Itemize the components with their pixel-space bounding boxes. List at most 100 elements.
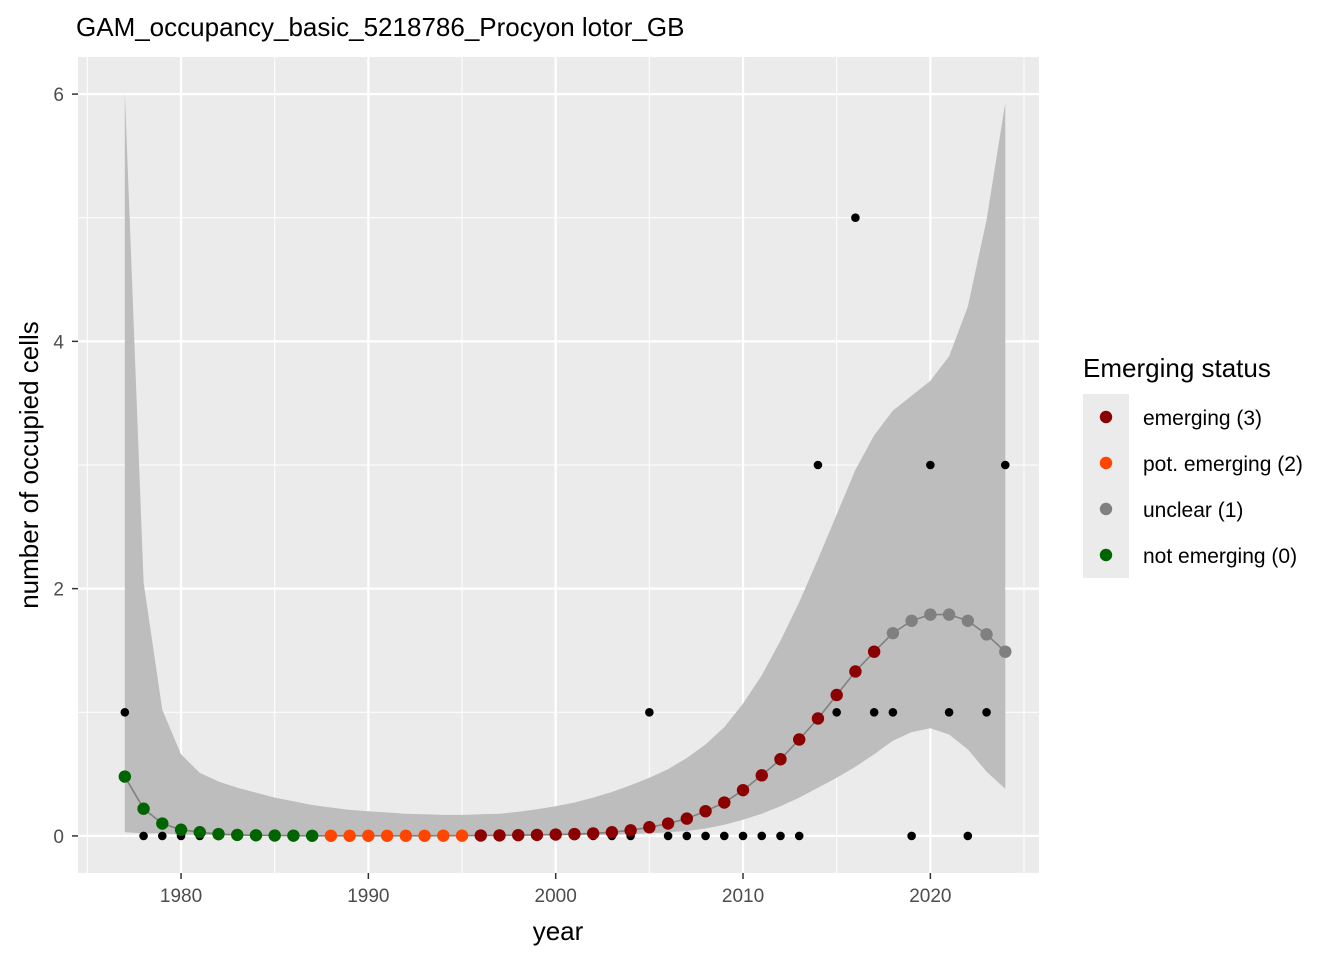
fitted-point bbox=[924, 608, 937, 621]
fitted-point bbox=[512, 828, 525, 842]
legend-label: not emerging (0) bbox=[1143, 545, 1297, 568]
observed-point bbox=[963, 831, 973, 841]
fitted-point bbox=[905, 614, 918, 627]
fitted-point bbox=[643, 821, 656, 834]
observed-point bbox=[757, 831, 767, 841]
fitted-point bbox=[718, 796, 731, 809]
x-tick-label: 2020 bbox=[909, 886, 951, 907]
fitted-point bbox=[287, 829, 300, 842]
fitted-point bbox=[231, 828, 244, 842]
y-axis: 0 2 4 6 bbox=[53, 85, 78, 848]
observed-point bbox=[157, 831, 167, 841]
fitted-point bbox=[755, 769, 768, 782]
fitted-point bbox=[530, 828, 544, 842]
observed-point bbox=[719, 831, 729, 841]
fitted-point bbox=[193, 826, 206, 839]
fitted-point bbox=[886, 626, 900, 640]
observed-point bbox=[776, 831, 785, 841]
fitted-point bbox=[586, 827, 600, 840]
chart-title: GAM_occupancy_basic_5218786_Procyon loto… bbox=[76, 12, 685, 42]
fitted-points bbox=[118, 608, 1012, 842]
observed-point bbox=[794, 831, 804, 841]
x-axis: 1980 1990 2000 2010 2020 bbox=[160, 873, 951, 907]
fitted-point bbox=[212, 827, 225, 841]
fitted-point bbox=[605, 826, 619, 839]
observed-point bbox=[701, 831, 710, 841]
fitted-point bbox=[418, 829, 431, 842]
fitted-point bbox=[680, 812, 694, 825]
fitted-point bbox=[568, 827, 581, 841]
fitted-point bbox=[736, 783, 750, 797]
observed-point bbox=[851, 213, 860, 223]
fitted-point bbox=[830, 688, 843, 702]
observed-point bbox=[888, 707, 898, 717]
fitted-point bbox=[811, 712, 825, 725]
fitted-point bbox=[362, 829, 375, 842]
y-tick-label: 6 bbox=[53, 85, 64, 106]
fitted-point bbox=[549, 828, 562, 841]
observed-point bbox=[832, 707, 841, 717]
fitted-point bbox=[661, 817, 675, 830]
observed-point bbox=[926, 460, 935, 470]
x-tick-label: 1990 bbox=[347, 886, 389, 907]
fitted-point bbox=[324, 829, 338, 842]
legend-label: emerging (3) bbox=[1143, 407, 1262, 430]
legend-label: unclear (1) bbox=[1143, 499, 1243, 522]
fitted-point bbox=[305, 829, 319, 842]
fitted-point bbox=[156, 817, 169, 830]
x-tick-label: 1980 bbox=[160, 886, 202, 907]
fitted-point bbox=[793, 733, 806, 746]
fitted-point bbox=[942, 608, 956, 621]
fitted-point bbox=[455, 829, 469, 842]
fitted-point bbox=[980, 628, 993, 641]
fitted-point bbox=[999, 645, 1012, 658]
observed-point bbox=[682, 831, 692, 841]
fitted-point bbox=[249, 829, 263, 842]
confidence-ribbon bbox=[124, 91, 1006, 836]
legend-key bbox=[1099, 456, 1113, 470]
legend-key bbox=[1099, 502, 1113, 516]
x-axis-title: year bbox=[533, 916, 584, 946]
y-tick-label: 2 bbox=[53, 580, 64, 601]
legend-title: Emerging status bbox=[1083, 353, 1271, 383]
legend-label: pot. emerging (2) bbox=[1143, 453, 1303, 476]
fitted-point bbox=[380, 829, 394, 842]
observed-point bbox=[813, 460, 823, 470]
legend-entries: emerging (3) pot. emerging (2) unclear (1)… bbox=[1099, 407, 1303, 568]
observed-point bbox=[738, 831, 748, 841]
fitted-point bbox=[849, 665, 862, 678]
fitted-point bbox=[493, 829, 506, 842]
fitted-point bbox=[118, 770, 132, 783]
observed-point bbox=[645, 707, 654, 717]
fitted-point bbox=[774, 753, 787, 766]
observed-point bbox=[907, 831, 916, 841]
fitted-point bbox=[699, 804, 712, 818]
fitted-point bbox=[474, 829, 487, 842]
legend-key bbox=[1099, 548, 1113, 562]
y-tick-label: 4 bbox=[53, 332, 64, 353]
fitted-point bbox=[343, 829, 356, 842]
observed-point bbox=[869, 707, 879, 717]
fitted-point bbox=[437, 829, 450, 842]
legend-key-background bbox=[1083, 394, 1129, 578]
fitted-point bbox=[137, 802, 150, 815]
legend: Emerging status emerging (3) pot. emergin… bbox=[1083, 353, 1303, 578]
observed-point bbox=[120, 707, 130, 717]
fitted-point bbox=[624, 824, 637, 837]
observed-point bbox=[139, 831, 148, 841]
fitted-point bbox=[961, 614, 975, 627]
observed-point bbox=[982, 707, 991, 717]
y-axis-title: number of occupied cells bbox=[14, 321, 44, 609]
observed-point bbox=[663, 831, 673, 841]
fitted-point bbox=[867, 645, 881, 658]
y-tick-label: 0 bbox=[53, 827, 64, 848]
legend-key bbox=[1099, 410, 1113, 424]
x-tick-label: 2000 bbox=[535, 886, 577, 907]
fitted-point bbox=[174, 823, 188, 836]
observed-point bbox=[944, 707, 954, 717]
observed-point bbox=[1000, 460, 1010, 470]
fitted-point bbox=[268, 829, 281, 842]
fitted-point bbox=[399, 829, 413, 842]
x-tick-label: 2010 bbox=[722, 886, 764, 907]
